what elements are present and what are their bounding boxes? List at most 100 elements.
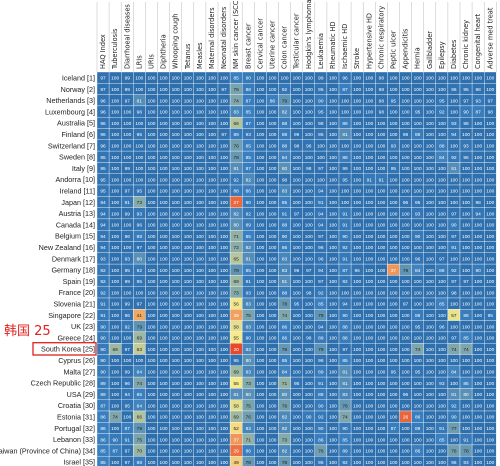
cell-value: 90 xyxy=(100,347,106,353)
cell-value: 96 xyxy=(403,200,409,206)
cell-value: 100 xyxy=(268,143,276,149)
row-label: South Korea [25] xyxy=(41,345,95,354)
cell-value: 100 xyxy=(160,166,168,172)
cell-value: 100 xyxy=(256,279,264,285)
cell-value: 91 xyxy=(246,279,252,285)
cell-value: 100 xyxy=(184,279,192,285)
cell-value: 100 xyxy=(208,268,216,274)
cell-value: 100 xyxy=(329,155,337,161)
cell-value: 100 xyxy=(196,279,204,285)
cell-value: 100 xyxy=(208,358,216,364)
cell-value: 100 xyxy=(389,256,397,262)
cell-value: 100 xyxy=(208,336,216,342)
cell-value: 87 xyxy=(475,110,481,116)
cell-value: 100 xyxy=(353,200,361,206)
row-label: Cyprus [26] xyxy=(58,356,95,365)
cell-value: 81 xyxy=(282,279,288,285)
cell-value: 100 xyxy=(256,290,264,296)
cell-value: 100 xyxy=(414,121,422,127)
cell-value: 100 xyxy=(220,143,228,149)
cell-value: 100 xyxy=(147,234,155,240)
cell-value: 100 xyxy=(172,279,180,285)
cell-value: 100 xyxy=(256,132,264,138)
cell-value: 100 xyxy=(196,415,204,421)
cell-value: 100 xyxy=(353,415,361,421)
cell-value: 100 xyxy=(256,403,264,409)
cell-value: 85 xyxy=(100,449,106,455)
cell-value: 72 xyxy=(233,245,239,251)
cell-value: 99 xyxy=(125,166,131,172)
cell-value: 100 xyxy=(196,234,204,240)
cell-value: 87 xyxy=(112,449,118,455)
column-label: Chronic respiratory xyxy=(377,6,385,69)
cell-value: 100 xyxy=(414,98,422,104)
cell-value: 91 xyxy=(318,200,324,206)
cell-value: 85 xyxy=(282,200,288,206)
cell-value: 92 xyxy=(318,415,324,421)
cell-value: 100 xyxy=(377,426,385,432)
row-labels: Iceland [1] Norway [2] Netherlands [3] Luxe… xyxy=(0,73,95,466)
cell-value: 94 xyxy=(100,223,106,229)
cell-value: 100 xyxy=(389,415,397,421)
cell-value: 100 xyxy=(365,98,373,104)
cell-value: 100 xyxy=(111,98,119,104)
cell-value: 100 xyxy=(111,76,119,82)
cell-value: 100 xyxy=(305,279,313,285)
cell-value: 100 xyxy=(196,245,204,251)
cell-value: 100 xyxy=(147,76,155,82)
cell-value: 100 xyxy=(160,381,168,387)
cell-value: 100 xyxy=(123,336,131,342)
cell-value: 95 xyxy=(137,279,143,285)
cell-value: 76 xyxy=(318,449,324,455)
cell-value: 100 xyxy=(389,460,397,466)
cell-value: 100 xyxy=(220,324,228,330)
cell-value: 100 xyxy=(353,155,361,161)
cell-value: 100 xyxy=(426,87,434,93)
cell-value: 80 xyxy=(246,358,252,364)
cell-value: 100 xyxy=(329,177,337,183)
cell-value: 86 xyxy=(100,426,106,432)
cell-value: 100 xyxy=(329,403,337,409)
cell-value: 73 xyxy=(137,200,143,206)
cell-value: 100 xyxy=(208,324,216,330)
cell-value: 100 xyxy=(389,290,397,296)
cell-value: 100 xyxy=(184,358,192,364)
cell-value: 85 xyxy=(246,110,252,116)
cell-value: 100 xyxy=(208,76,216,82)
cell-value: 49 xyxy=(233,460,239,466)
cell-value: 92 xyxy=(451,403,457,409)
cell-value: 100 xyxy=(268,177,276,183)
cell-value: 100 xyxy=(147,313,155,319)
cell-value: 100 xyxy=(450,358,458,364)
cell-value: 100 xyxy=(268,245,276,251)
cell-value: 80 xyxy=(282,166,288,172)
cell-value: 100 xyxy=(160,392,168,398)
cell-value: 100 xyxy=(123,132,131,138)
cell-value: 97 xyxy=(463,279,469,285)
cell-value: 100 xyxy=(438,87,446,93)
row-label: Switzerland [7] xyxy=(48,141,95,150)
cell-value: 73 xyxy=(246,381,252,387)
cell-value: 82 xyxy=(282,426,288,432)
cell-value: 80 xyxy=(246,392,252,398)
cell-value: 100 xyxy=(305,155,313,161)
cell-value: 100 xyxy=(256,415,264,421)
cell-value: 100 xyxy=(377,336,385,342)
cell-value: 100 xyxy=(462,324,470,330)
cell-value: 86 xyxy=(415,415,421,421)
cell-value: 100 xyxy=(438,347,446,353)
cell-value: 100 xyxy=(365,76,373,82)
cell-value: 100 xyxy=(474,313,482,319)
cell-value: 100 xyxy=(208,381,216,387)
cell-value: 100 xyxy=(486,200,494,206)
cell-value: 66 xyxy=(137,415,143,421)
cell-value: 100 xyxy=(196,313,204,319)
cell-value: 100 xyxy=(268,268,276,274)
cell-value: 100 xyxy=(402,347,410,353)
cell-value: 100 xyxy=(196,110,204,116)
cell-value: 100 xyxy=(474,143,482,149)
cell-value: 92 xyxy=(100,268,106,274)
cell-value: 100 xyxy=(474,189,482,195)
cell-value: 88 xyxy=(342,155,348,161)
cell-value: 100 xyxy=(450,143,458,149)
